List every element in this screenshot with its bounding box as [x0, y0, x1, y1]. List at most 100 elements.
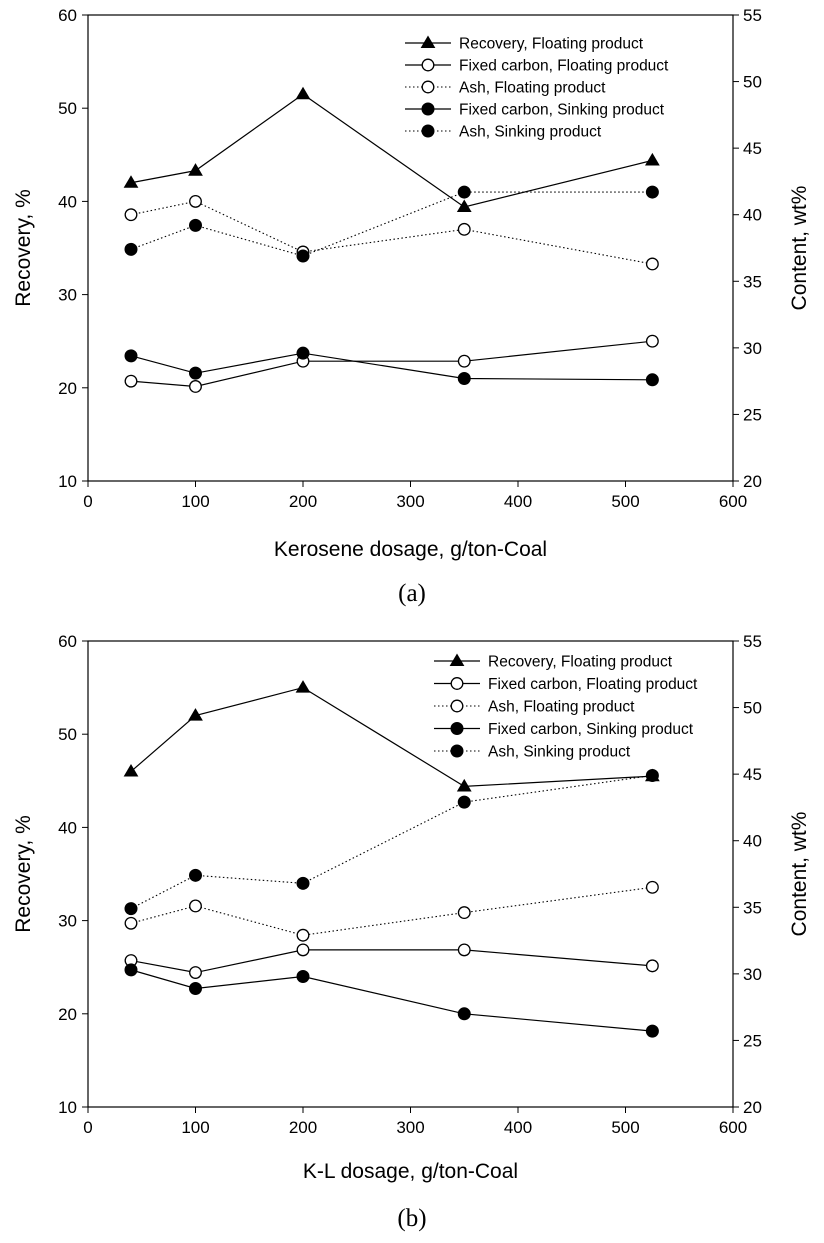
legend-marker: [421, 124, 435, 138]
data-point: [457, 1007, 471, 1021]
x-axis-title: Kerosene dosage, g/ton-Coal: [274, 538, 547, 561]
legend-label: Recovery, Floating product: [488, 654, 673, 671]
series-1: [124, 334, 659, 393]
data-point: [189, 982, 202, 996]
data-point: [189, 366, 202, 380]
x-tick-label: 200: [289, 1118, 317, 1137]
y-tick-label: 60: [58, 6, 77, 25]
panel-label: (a): [398, 580, 426, 607]
series-0: [123, 86, 660, 213]
x-tick-label: 500: [611, 492, 639, 511]
chart-panel-a: 0 100 200 300 400 500 600 10 20 30 40 50 60 20 25 30 35 4…: [12, 6, 811, 607]
y2-tick-label: 50: [743, 699, 762, 718]
x-axis-title: K-L dosage, g/ton-Coal: [303, 1160, 518, 1183]
series-3: [124, 963, 659, 1038]
data-point: [124, 374, 138, 388]
y-tick-label: 50: [58, 725, 77, 744]
data-point: [645, 185, 659, 199]
plot-frame: [87, 14, 734, 482]
y-tick-label: 60: [58, 632, 77, 651]
legend-marker: [450, 699, 464, 713]
data-point: [645, 257, 659, 271]
legend-label: Ash, Sinking product: [488, 744, 631, 761]
data-point: [645, 334, 659, 348]
legend-label: Ash, Floating product: [459, 80, 606, 97]
y2-tick-label: 30: [743, 339, 762, 358]
series-line: [130, 200, 653, 265]
x-tick-label: 500: [611, 1118, 639, 1137]
y-tick-label: 40: [58, 192, 77, 211]
data-point: [456, 199, 472, 213]
y2-tick-label: 20: [743, 1098, 762, 1117]
series-line: [130, 969, 653, 1032]
x-tick-label: 200: [289, 492, 317, 511]
legend-label: Ash, Floating product: [488, 699, 635, 716]
legend-label: Fixed carbon, Floating product: [459, 58, 669, 75]
y2-axis-title: Content, wt%: [788, 186, 811, 311]
data-point: [123, 175, 139, 188]
data-point: [189, 899, 202, 913]
x-tick-label: 600: [719, 492, 747, 511]
legend-marker: [421, 80, 435, 94]
data-point: [456, 778, 472, 792]
legend-label: Ash, Sinking product: [459, 124, 602, 141]
series-line: [130, 352, 653, 381]
x-tick-label: 100: [181, 1118, 209, 1137]
legend-marker: [450, 722, 464, 735]
data-point: [457, 906, 471, 920]
y-tick-label: 30: [58, 912, 77, 931]
y-tick-label: 40: [58, 818, 77, 837]
data-point: [189, 868, 202, 882]
data-point: [457, 354, 471, 368]
legend-marker: [450, 677, 464, 690]
series-2: [124, 880, 659, 942]
series-1: [124, 943, 659, 979]
x-tick-label: 300: [396, 492, 424, 511]
panel-label: (b): [397, 1205, 426, 1232]
chart-panel-b: 0 100 200 300 400 500 600 10 20 30 40 50 60 20 25 30 35 4…: [12, 632, 811, 1232]
y2-tick-label: 55: [743, 632, 762, 651]
y2-tick-label: 35: [743, 272, 762, 291]
y2-tick-label: 35: [743, 898, 762, 917]
legend-marker: [420, 35, 436, 49]
data-point: [189, 194, 202, 208]
series-2: [124, 194, 659, 271]
data-point: [457, 943, 471, 957]
legend-marker: [421, 58, 435, 72]
y-tick-label: 10: [58, 472, 77, 491]
legend-marker: [449, 653, 465, 667]
data-point: [645, 880, 659, 894]
x-tick-label: 400: [504, 492, 532, 511]
data-point: [457, 795, 471, 809]
y2-tick-label: 30: [743, 965, 762, 984]
data-point: [295, 680, 311, 693]
data-point: [645, 768, 659, 782]
data-point: [296, 943, 310, 957]
data-point: [189, 380, 202, 393]
data-point: [188, 708, 203, 721]
y-tick-label: 20: [58, 1005, 77, 1024]
y2-tick-label: 25: [743, 405, 762, 424]
y-tick-label: 30: [58, 286, 77, 305]
y-axis-title: Recovery, %: [12, 189, 35, 306]
data-point: [296, 928, 310, 942]
legend-label: Recovery, Floating product: [459, 36, 644, 53]
y2-axis-title: Content, wt%: [788, 812, 811, 937]
data-point: [457, 222, 471, 236]
data-point: [123, 763, 139, 777]
y2-tick-label: 55: [743, 6, 762, 25]
y-tick-label: 10: [58, 1098, 77, 1117]
series-line: [130, 774, 653, 910]
data-point: [124, 242, 138, 256]
y2-tick-label: 50: [743, 73, 762, 92]
data-point: [188, 163, 203, 176]
series-4: [124, 185, 659, 263]
data-point: [296, 346, 310, 360]
series-line: [130, 191, 653, 257]
data-point: [124, 208, 138, 222]
x-tick-label: 0: [83, 1118, 92, 1137]
data-point: [189, 966, 202, 979]
data-point: [124, 916, 138, 930]
x-tick-label: 0: [83, 492, 92, 511]
